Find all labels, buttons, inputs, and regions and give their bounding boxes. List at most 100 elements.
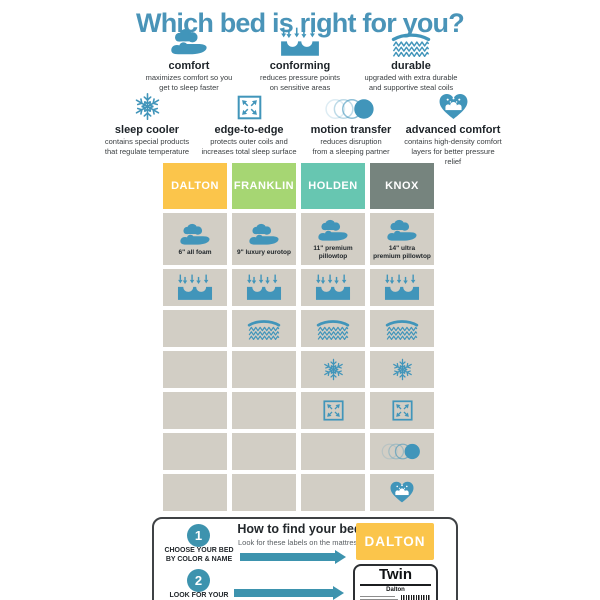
advanced-comfort-icon [438, 92, 469, 121]
column-header-dalton: DALTON [163, 163, 227, 209]
column-header-franklin: FRANKLIN [232, 163, 296, 209]
tag-divider [360, 583, 431, 586]
cell-dalton-empty [163, 474, 227, 511]
comparison-table: DALTON FRANKLIN HOLDEN KNOX 6" all foam 9" lu… [163, 163, 434, 511]
cell-label: 11" premium pillowtop [313, 245, 353, 260]
edge-to-edge-icon [391, 399, 414, 422]
feature-desc: contains special products that regulate … [104, 137, 190, 156]
cell-holden-empty [301, 474, 365, 511]
column-header-knox: KNOX [370, 163, 434, 209]
sleep-cooler-icon [133, 92, 162, 121]
cell-franklin-durable [232, 310, 296, 347]
feature-durable: durable upgraded with extra durable and s… [358, 27, 464, 93]
sleep-cooler-icon [322, 358, 345, 381]
conforming-icon [176, 274, 214, 301]
howto-title: How to find your bed [237, 522, 362, 536]
feature-legend-row1: comfort maximizes comfort so you get to s… [0, 27, 600, 93]
feature-name: advanced comfort [405, 124, 501, 136]
cell-franklin-empty [232, 433, 296, 470]
cell-label: 14" ultra premium pillowtop [373, 245, 431, 260]
feature-name: sleep cooler [114, 124, 180, 136]
arrow-head [333, 586, 344, 600]
step-1-label: CHOOSE YOUR BED BY COLOR & NAME [164, 547, 234, 563]
cell-knox-edge-to-edge [370, 392, 434, 429]
conforming-icon [383, 274, 421, 301]
feature-desc: reduces pressure points on sensitive are… [259, 73, 341, 92]
how-to-find-box: How to find your bed Look for these labe… [152, 517, 458, 600]
conforming-icon [245, 274, 283, 301]
feature-motion-transfer: motion transfer reduces disruption from a… [302, 92, 401, 157]
step-1-arrow [240, 550, 346, 564]
feature-name: conforming [269, 60, 331, 72]
cell-franklin-conforming [232, 269, 296, 306]
cell-dalton-empty [163, 392, 227, 429]
cell-dalton-empty [163, 433, 227, 470]
dalton-color-label: DALTON [356, 523, 434, 560]
arrow-bar [234, 589, 333, 597]
durable-icon [390, 27, 432, 57]
cell-knox-motion-transfer [370, 433, 434, 470]
cell-franklin-empty [232, 392, 296, 429]
durable-icon [384, 318, 420, 340]
mattress-tag: Twin Dalton [353, 564, 438, 600]
feature-advanced-comfort: advanced comfort contains high-density co… [404, 92, 503, 166]
feature-legend-row2: sleep cooler contains special products th… [0, 92, 600, 166]
feature-sleep-cooler: sleep cooler contains special products th… [98, 92, 197, 157]
feature-desc: maximizes comfort so you get to sleep fa… [145, 73, 233, 92]
column-header-holden: HOLDEN [301, 163, 365, 209]
feature-name: comfort [168, 60, 210, 72]
cell-franklin-empty [232, 351, 296, 388]
sleep-cooler-icon [391, 358, 414, 381]
cell-dalton-empty [163, 310, 227, 347]
arrow-head [335, 550, 346, 564]
comfort-icon [246, 222, 282, 247]
tag-model: Dalton [386, 586, 405, 593]
cell-knox-advanced-comfort [370, 474, 434, 511]
cell-franklin-empty [232, 474, 296, 511]
feature-comfort: comfort maximizes comfort so you get to s… [136, 27, 242, 93]
step-2-number: 2 [187, 569, 210, 592]
cell-knox-durable [370, 310, 434, 347]
feature-desc: protects outer coils and increases total… [201, 137, 297, 156]
tag-size: Twin [378, 566, 413, 583]
feature-conforming: conforming reduces pressure points on sen… [247, 27, 353, 93]
arrow-bar [240, 553, 335, 561]
motion-transfer-icon [381, 442, 423, 461]
tag-bottom [360, 594, 431, 600]
feature-desc: contains high-density comfort layers for… [404, 137, 502, 166]
edge-to-edge-icon [322, 399, 345, 422]
edge-to-edge-icon [236, 92, 263, 121]
feature-name: motion transfer [310, 124, 392, 136]
cell-label: 9" luxury eurotop [236, 248, 291, 256]
cell-dalton-conforming [163, 269, 227, 306]
cell-dalton-empty [163, 351, 227, 388]
conforming-icon [279, 27, 321, 57]
cell-holden-empty [301, 433, 365, 470]
comfort-icon [167, 27, 211, 57]
feature-name: durable [391, 60, 431, 72]
durable-icon [246, 318, 282, 340]
cell-holden-durable [301, 310, 365, 347]
comfort-icon [384, 218, 420, 243]
tag-fine-print [360, 595, 398, 600]
cell-label: 6" all foam [178, 248, 212, 256]
comfort-icon [315, 218, 351, 243]
feature-edge-to-edge: edge-to-edge protects outer coils and inc… [200, 92, 299, 157]
cell-knox-conforming [370, 269, 434, 306]
comfort-icon [177, 222, 213, 247]
conforming-icon [314, 274, 352, 301]
tag-barcode [401, 594, 431, 600]
cell-holden-edge-to-edge [301, 392, 365, 429]
motion-transfer-icon [325, 92, 377, 121]
feature-desc: upgraded with extra durable and supporti… [364, 73, 458, 92]
cell-knox-comfort: 14" ultra premium pillowtop [370, 213, 434, 265]
cell-holden-sleep-cooler [301, 351, 365, 388]
durable-icon [315, 318, 351, 340]
cell-dalton-comfort: 6" all foam [163, 213, 227, 265]
cell-holden-conforming [301, 269, 365, 306]
feature-desc: reduces disruption from a sleeping partn… [312, 137, 390, 156]
step-1-number: 1 [187, 524, 210, 547]
cell-franklin-comfort: 9" luxury eurotop [232, 213, 296, 265]
howto-subtitle: Look for these labels on the mattress [238, 538, 361, 547]
